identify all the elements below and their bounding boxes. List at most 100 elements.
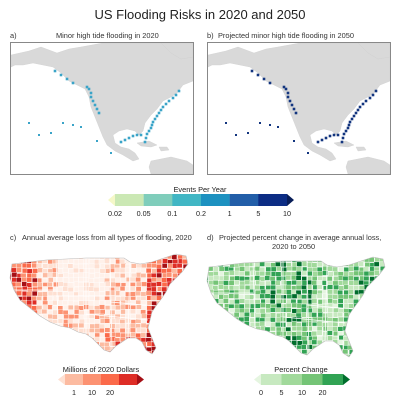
b-gauge-22 — [316, 140, 320, 144]
c-county-127 — [88, 263, 95, 269]
c-county-405 — [187, 295, 188, 301]
d-county-162 — [275, 271, 282, 277]
panel-d-caption: Projected percent change in average annu… — [219, 233, 382, 242]
b-island-gauge-0 — [235, 134, 237, 136]
c-county-618 — [140, 322, 147, 328]
d-county-718 — [280, 339, 286, 345]
panel-c-caption: Annual average loss from all types of fl… — [22, 233, 192, 242]
c-county-29 — [156, 254, 162, 256]
change-tick-1: 5 — [279, 388, 284, 397]
c-county-831 — [94, 350, 100, 354]
c-county-441 — [182, 300, 188, 306]
d-county-34 — [379, 257, 385, 258]
c-county-865 — [79, 355, 84, 360]
c-county-624 — [171, 323, 178, 329]
c-county-269 — [57, 281, 64, 287]
c-county-791 — [78, 346, 85, 352]
c-county-769 — [157, 342, 163, 348]
d-county-819 — [228, 354, 235, 357]
d-county-43 — [233, 257, 239, 263]
c-county-3 — [20, 254, 27, 256]
c-county-180 — [171, 268, 178, 274]
c-county-338 — [31, 291, 38, 297]
c-county-12 — [68, 254, 74, 256]
d-county-531 — [270, 317, 276, 323]
c-county-840 — [140, 351, 147, 354]
c-county-476 — [172, 304, 179, 310]
c-county-516 — [187, 310, 188, 316]
d-county-439 — [369, 304, 375, 309]
d-county-814 — [207, 353, 209, 357]
d-county-175 — [343, 271, 349, 277]
d-county-39 — [213, 257, 219, 263]
panel-b-map — [207, 42, 391, 175]
d-county-212 — [342, 276, 349, 282]
c-county-404 — [182, 296, 188, 302]
d-county-821 — [239, 354, 246, 357]
c-county-787 — [57, 346, 64, 352]
c-county-774 — [183, 342, 188, 348]
d-county-155 — [238, 271, 245, 277]
c-county-748 — [47, 341, 54, 347]
d-county-748 — [245, 344, 251, 350]
c-county-811 — [182, 346, 188, 352]
d-county-40 — [218, 257, 225, 263]
d-county-305 — [249, 289, 255, 295]
change-swatch-1 — [281, 374, 303, 385]
c-county-315 — [104, 286, 110, 292]
c-county-117 — [36, 263, 42, 269]
d-county-92 — [296, 261, 303, 267]
c-county-616 — [129, 323, 136, 329]
d-county-862 — [260, 359, 265, 364]
c-county-781 — [27, 346, 33, 352]
c-county-198 — [73, 273, 79, 279]
c-county-745 — [31, 342, 38, 348]
c-county-485 — [26, 309, 32, 315]
d-county-255 — [373, 280, 380, 286]
c-county-560 — [32, 319, 38, 325]
d-county-520 — [213, 317, 219, 323]
d-county-178 — [358, 270, 365, 276]
d-county-636 — [239, 331, 246, 337]
c-county-138 — [146, 263, 152, 269]
c-county-207 — [120, 273, 126, 279]
d-county-142 — [363, 266, 369, 272]
c-county-588 — [176, 319, 183, 325]
d-county-241 — [301, 280, 308, 286]
c-county-585 — [161, 319, 167, 324]
c-county-735 — [172, 336, 179, 342]
d-county-473 — [353, 307, 360, 313]
d-county-800 — [321, 349, 328, 355]
c-county-523 — [32, 314, 38, 320]
b-gauge-7 — [354, 111, 358, 115]
c-county-752 — [68, 341, 74, 347]
c-county-708 — [31, 337, 38, 343]
d-county-195 — [254, 275, 261, 281]
d-county-492 — [260, 313, 266, 319]
d-county-16 — [286, 257, 292, 258]
d-county-355 — [316, 293, 323, 299]
d-county-684 — [296, 335, 303, 341]
c-county-17 — [94, 254, 101, 256]
d-county-479 — [385, 308, 390, 313]
d-county-845 — [363, 354, 369, 357]
c-county-763 — [124, 342, 131, 347]
b-gauge-11 — [347, 123, 351, 127]
c-county-796 — [104, 346, 111, 352]
d-county-633 — [223, 330, 230, 336]
c-county-520 — [16, 314, 23, 320]
c-county-807 — [161, 346, 168, 352]
d-county-788 — [260, 348, 267, 354]
d-county-332 — [390, 290, 393, 295]
b-gauge-2 — [368, 96, 372, 100]
d-county-491 — [255, 313, 262, 318]
c-county-171 — [124, 267, 131, 273]
d-county-160 — [265, 271, 271, 277]
c-county-358 — [135, 290, 141, 296]
d-county-465 — [312, 307, 318, 313]
d-county-88 — [275, 261, 281, 267]
c-county-69 — [171, 254, 178, 260]
c-county-172 — [130, 267, 137, 273]
b-gauge-13 — [344, 129, 348, 133]
c-county-439 — [172, 300, 178, 306]
